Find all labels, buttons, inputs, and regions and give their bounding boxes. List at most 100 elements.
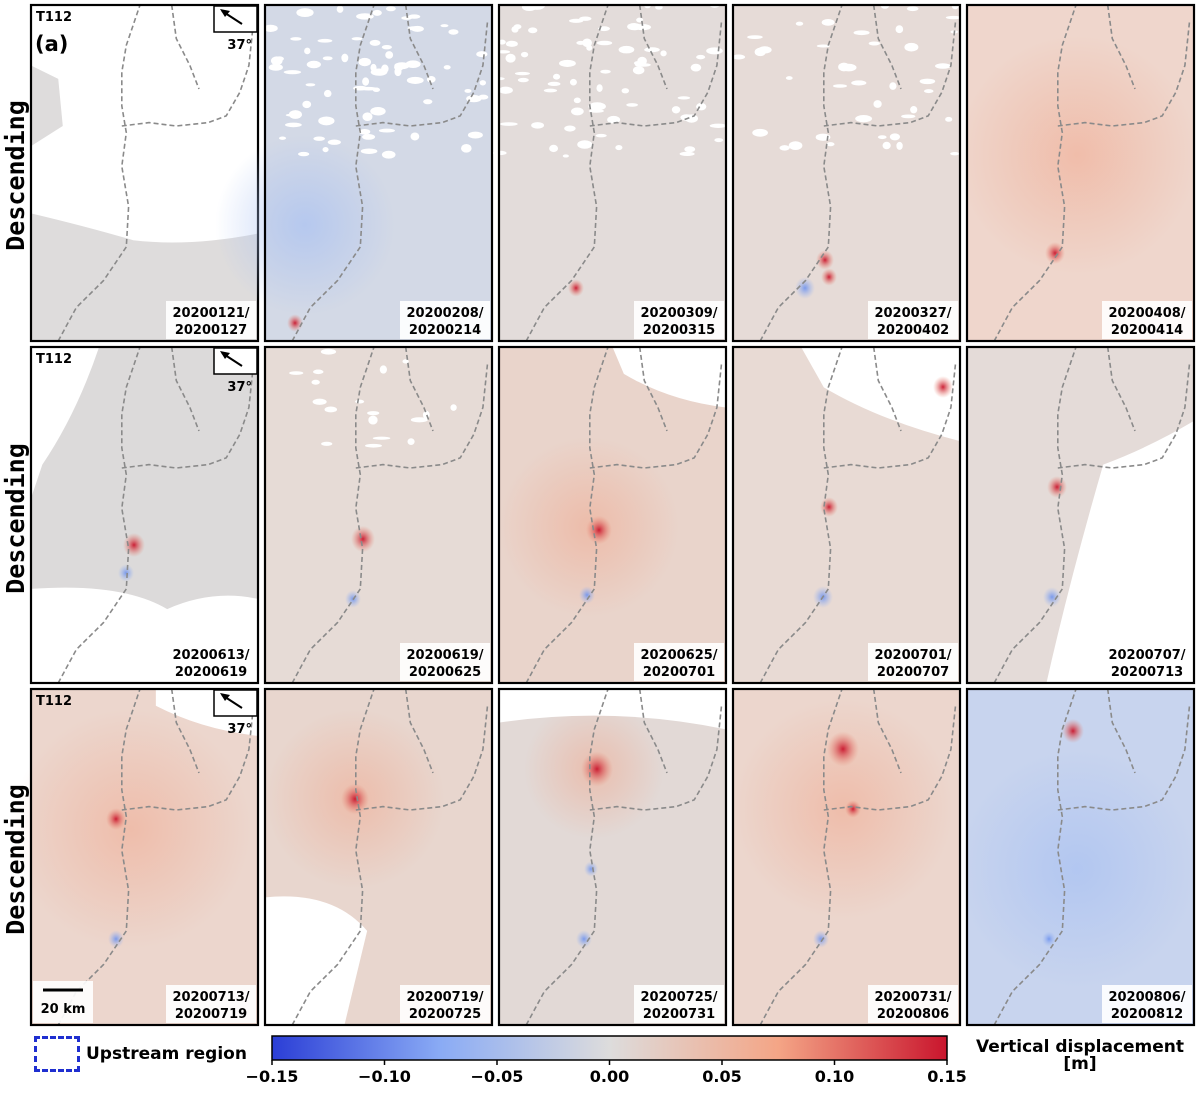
no-data-gap bbox=[304, 47, 311, 55]
no-data-gap bbox=[362, 133, 376, 140]
panel-frame bbox=[497, 687, 728, 1027]
panel-frame bbox=[263, 345, 494, 685]
no-data-gap bbox=[498, 86, 513, 94]
no-data-gap bbox=[341, 53, 349, 63]
no-data-gap bbox=[577, 140, 593, 149]
no-data-gap bbox=[450, 404, 457, 411]
no-data-gap bbox=[378, 128, 395, 133]
date-label-box bbox=[868, 985, 958, 1023]
fault-trace bbox=[121, 705, 255, 811]
date-label-box bbox=[634, 985, 724, 1023]
panel-frame bbox=[29, 687, 260, 1027]
no-data-gap bbox=[476, 51, 488, 58]
no-data-gap bbox=[821, 18, 835, 26]
no-data-gap bbox=[302, 100, 312, 109]
no-data-gap bbox=[355, 399, 365, 404]
date-label-box bbox=[166, 985, 256, 1023]
no-data-gap bbox=[336, 5, 344, 13]
no-data-gap bbox=[322, 147, 329, 153]
fault-trace bbox=[170, 4, 200, 90]
no-data-gap bbox=[313, 136, 325, 141]
no-data-gap bbox=[367, 411, 380, 416]
no-data-gap bbox=[571, 107, 584, 116]
no-data-gap bbox=[285, 122, 302, 128]
no-data-gap bbox=[562, 154, 569, 158]
colorbar: −0.15 −0.10 −0.05 0.00 0.05 0.10 0.15 bbox=[246, 1035, 967, 1086]
date-label-line: 20200812 bbox=[1111, 1007, 1183, 1022]
date-label-line: 20200625 bbox=[409, 665, 481, 680]
no-data-gap bbox=[402, 359, 409, 364]
date-label-box bbox=[634, 301, 724, 339]
displacement-haze bbox=[11, 709, 251, 949]
date-label-line: 20200214 bbox=[409, 323, 481, 338]
no-data-gap bbox=[785, 76, 793, 80]
date-label-line: 20200309/ bbox=[640, 306, 717, 321]
arrowhead-icon bbox=[220, 693, 230, 701]
no-data-gap bbox=[290, 37, 302, 41]
date-label-line: 20200806 bbox=[877, 1007, 949, 1022]
map-panel-20200731: 20200731/20200806 bbox=[731, 687, 962, 1027]
map-panel-20200806: 20200806/20200812 bbox=[957, 687, 1197, 1027]
date-label-line: 20200625/ bbox=[640, 648, 717, 663]
no-data-gap bbox=[305, 83, 316, 87]
no-data-gap bbox=[690, 63, 702, 72]
no-data-gap bbox=[298, 151, 310, 157]
no-data-gap bbox=[569, 78, 577, 86]
no-data-gap bbox=[677, 96, 691, 100]
no-data-gap bbox=[588, 102, 606, 111]
subsidence-spot bbox=[579, 586, 595, 604]
no-data-gap bbox=[351, 37, 363, 41]
no-data-gap bbox=[660, 50, 667, 57]
uplift-spot bbox=[1047, 476, 1067, 498]
no-data-gap bbox=[288, 110, 302, 119]
no-data-gap bbox=[279, 136, 287, 140]
no-data-gap bbox=[381, 44, 392, 50]
subsidence-spot bbox=[584, 861, 598, 877]
uplift-spot bbox=[1045, 242, 1065, 264]
no-data-region bbox=[31, 347, 100, 499]
panel-frame bbox=[497, 3, 728, 343]
no-data-gap bbox=[709, 123, 727, 128]
row-label-descending-3: Descending bbox=[0, 783, 30, 935]
no-data-gap bbox=[479, 80, 487, 86]
scale-bar-label: 20 km bbox=[41, 1002, 86, 1017]
no-data-gap bbox=[299, 9, 307, 13]
no-data-gap bbox=[547, 81, 561, 87]
no-data-gap bbox=[607, 115, 621, 124]
panel-frame bbox=[263, 687, 494, 1027]
date-label-line: 20200315 bbox=[643, 323, 715, 338]
no-data-gap bbox=[595, 133, 607, 138]
panel-frame bbox=[965, 687, 1196, 1027]
no-data-gap bbox=[838, 62, 850, 72]
date-label-line: 20200127 bbox=[175, 323, 247, 338]
no-data-gap bbox=[499, 122, 518, 126]
no-data-gap bbox=[576, 40, 586, 45]
no-data-gap bbox=[596, 40, 613, 46]
map-panel-20200208: 20200208/20200214 bbox=[215, 3, 494, 343]
date-label-box bbox=[400, 301, 490, 339]
fault-trace bbox=[355, 705, 489, 811]
no-data-gap bbox=[360, 86, 377, 91]
colorbar-label-line1: Vertical displacement bbox=[975, 1037, 1185, 1057]
map-panel-20200121: 20200121/20200127 T112 37° (a) bbox=[29, 3, 260, 343]
no-data-gap bbox=[618, 45, 635, 54]
colorbar-tick-label: −0.15 bbox=[246, 1067, 299, 1086]
no-data-gap bbox=[322, 56, 333, 61]
no-data-gap bbox=[270, 56, 283, 66]
date-label-line: 20200208/ bbox=[406, 306, 483, 321]
date-label-line: 20200402 bbox=[877, 323, 949, 338]
no-data-gap bbox=[406, 76, 424, 84]
colorbar-tick-label: 0.10 bbox=[815, 1067, 854, 1086]
no-data-region bbox=[499, 689, 726, 730]
no-data-gap bbox=[896, 141, 903, 150]
no-data-gap bbox=[816, 44, 830, 48]
map-panel-20200613: 20200613/20200619 T112 37° bbox=[29, 345, 260, 685]
no-data-gap bbox=[919, 78, 936, 85]
fault-trace bbox=[1057, 363, 1191, 469]
fault-trace bbox=[638, 688, 668, 774]
no-data-gap bbox=[407, 438, 415, 446]
no-data-gap bbox=[394, 67, 402, 77]
arrowhead-icon bbox=[220, 351, 230, 359]
no-data-gap bbox=[318, 116, 335, 126]
no-data-gap bbox=[826, 142, 835, 147]
